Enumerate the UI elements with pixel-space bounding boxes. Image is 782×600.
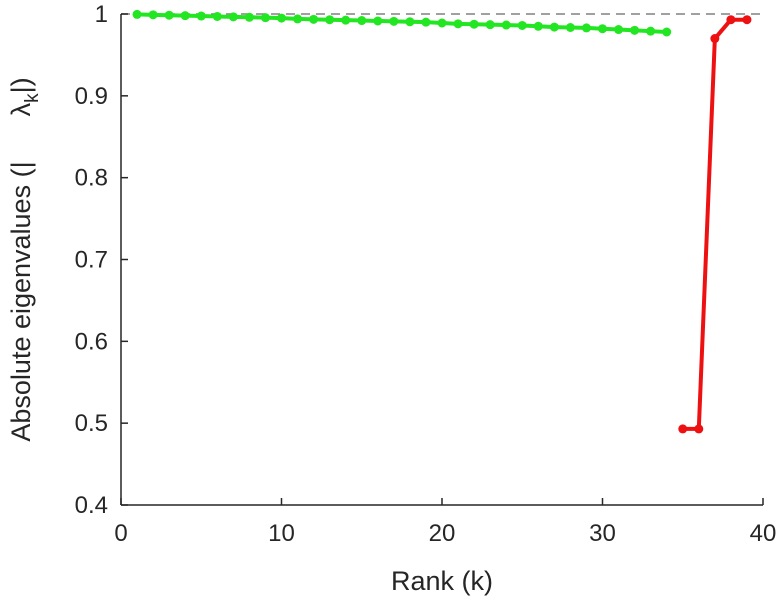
- axes: [120, 14, 763, 506]
- series-1-point: [646, 26, 656, 36]
- y-tick-label: 0.5: [75, 410, 108, 437]
- y-axis-title-prefix: Absolute eigenvalues (|: [6, 161, 36, 441]
- series-1-point: [565, 23, 575, 33]
- series-1-point: [630, 25, 640, 35]
- x-ticks: 0 10 20 30 40: [114, 498, 776, 547]
- y-tick-label: 0.7: [75, 247, 108, 274]
- series-line-2: [680, 17, 749, 431]
- series-1-point: [341, 15, 351, 25]
- y-tick-label: 1: [95, 1, 108, 28]
- series-2-point: [742, 15, 752, 25]
- series-1-point: [309, 14, 319, 24]
- y-axis-title-gap: [6, 116, 36, 161]
- series-1-point: [581, 23, 591, 33]
- y-axis-title-symbol: λ: [6, 102, 36, 116]
- y-tick-label: 0.6: [75, 328, 108, 355]
- series-1-point: [228, 12, 238, 22]
- series-1-point: [485, 20, 495, 30]
- series-1-point: [453, 19, 463, 29]
- series-1-point: [132, 9, 142, 19]
- x-tick-label: 20: [429, 520, 456, 547]
- series-2-point: [694, 424, 704, 434]
- series-1-point: [662, 27, 672, 37]
- series-1-point: [437, 18, 447, 28]
- x-tick-label: 10: [268, 520, 295, 547]
- y-tick-label: 0.4: [75, 492, 108, 519]
- series-1-point: [357, 16, 367, 26]
- series-line-1: [135, 12, 669, 35]
- series-1-point: [212, 11, 222, 21]
- series-1-point: [549, 22, 559, 32]
- series-1-point: [517, 20, 527, 30]
- series-1-point: [293, 14, 303, 24]
- series-1-point: [196, 11, 206, 21]
- series-1-point: [277, 13, 286, 23]
- series-1-point: [373, 16, 383, 26]
- x-tick-label: 0: [114, 520, 127, 547]
- series-1-point: [325, 15, 335, 25]
- series-1-point: [469, 19, 479, 29]
- series-1-point: [389, 16, 399, 26]
- series-1-point: [598, 24, 607, 34]
- y-tick-label: 0.9: [75, 83, 108, 110]
- series-1-point: [244, 12, 254, 22]
- series-1-point: [614, 25, 624, 35]
- y-axis-title-suffix: |): [6, 77, 36, 93]
- series-1-point: [164, 10, 174, 20]
- y-axis-title: Absolute eigenvalues (| λk|): [6, 77, 43, 441]
- series-1-point: [421, 17, 431, 27]
- series-1-point: [148, 10, 158, 20]
- series-1-point: [260, 13, 270, 23]
- x-tick-label: 30: [589, 520, 616, 547]
- x-axis-title: Rank (k): [391, 566, 493, 596]
- y-axis-title-subscript: k: [22, 93, 43, 103]
- series-1-point: [405, 17, 415, 27]
- series-1-point: [533, 21, 543, 31]
- series-2-point: [710, 34, 720, 44]
- series-2-point: [678, 424, 688, 434]
- y-ticks: 0.4 0.5 0.6 0.7 0.8 0.9 1: [75, 1, 128, 519]
- series-1-point: [501, 20, 511, 30]
- series-2-point: [726, 15, 736, 25]
- series-layer: [132, 9, 752, 434]
- y-tick-label: 0.8: [75, 165, 108, 192]
- x-tick-label: 40: [750, 520, 777, 547]
- series-1-point: [180, 11, 190, 21]
